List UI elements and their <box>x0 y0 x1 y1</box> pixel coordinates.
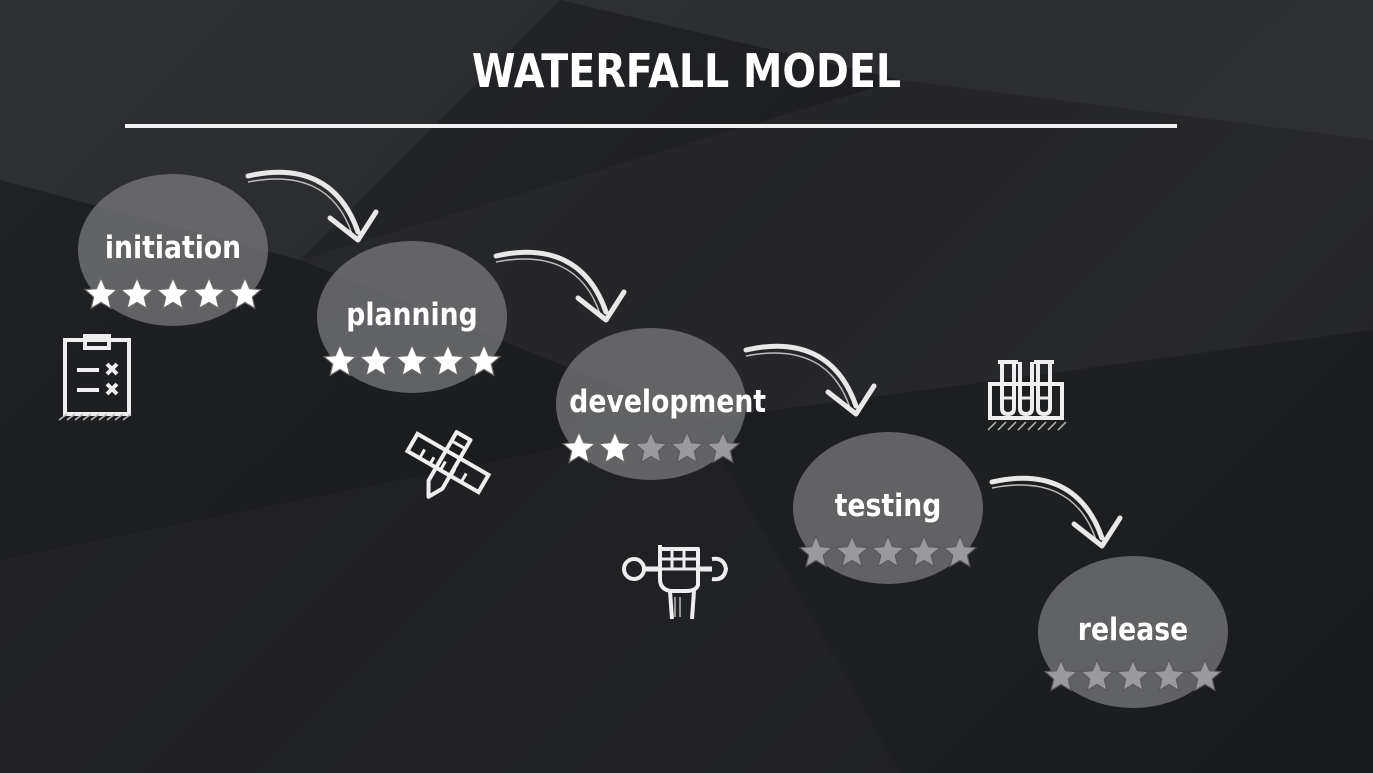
stage-label: testing <box>834 488 942 524</box>
star-filled-icon <box>119 276 155 310</box>
rating-stars <box>1043 658 1223 694</box>
stage-development: development <box>556 328 767 480</box>
star-empty-icon <box>834 534 870 568</box>
star-empty-icon <box>798 534 834 568</box>
fist-wrench-icon <box>622 545 729 620</box>
star-empty-icon <box>1043 658 1079 692</box>
star-empty-icon <box>1151 658 1187 692</box>
clipboard-checklist-icon <box>58 334 132 421</box>
title-underline <box>125 124 1177 128</box>
star-filled-icon <box>83 276 119 310</box>
star-empty-icon <box>633 430 669 464</box>
star-empty-icon <box>705 430 741 464</box>
rating-stars <box>322 343 502 379</box>
pencil-ruler-icon <box>404 430 492 499</box>
stage-release: release <box>1038 556 1228 708</box>
arrow-icon <box>743 343 877 417</box>
test-tubes-icon <box>987 360 1067 431</box>
star-filled-icon <box>227 276 263 310</box>
star-empty-icon <box>1079 658 1115 692</box>
stage-label: development <box>569 384 767 420</box>
stage-testing: testing <box>793 432 983 584</box>
rating-stars <box>561 430 741 466</box>
star-filled-icon <box>466 343 502 377</box>
stage-label: release <box>1077 612 1189 648</box>
arrow-icon <box>493 249 627 323</box>
star-filled-icon <box>561 430 597 464</box>
star-filled-icon <box>597 430 633 464</box>
arrow-icon <box>245 169 379 243</box>
stage-planning: planning <box>317 241 507 393</box>
rating-stars <box>798 534 978 570</box>
star-filled-icon <box>191 276 227 310</box>
star-filled-icon <box>394 343 430 377</box>
star-empty-icon <box>1115 658 1151 692</box>
stage-label: initiation <box>104 230 242 266</box>
star-empty-icon <box>942 534 978 568</box>
star-empty-icon <box>870 534 906 568</box>
rating-stars <box>83 276 263 312</box>
page-title: WATERFALL MODEL <box>471 44 902 98</box>
star-filled-icon <box>155 276 191 310</box>
star-empty-icon <box>1187 658 1223 692</box>
stage-label: planning <box>346 297 478 333</box>
arrow-icon <box>989 475 1123 549</box>
star-empty-icon <box>669 430 705 464</box>
star-empty-icon <box>906 534 942 568</box>
star-filled-icon <box>322 343 358 377</box>
star-filled-icon <box>358 343 394 377</box>
star-filled-icon <box>430 343 466 377</box>
stage-initiation: initiation <box>78 174 268 326</box>
